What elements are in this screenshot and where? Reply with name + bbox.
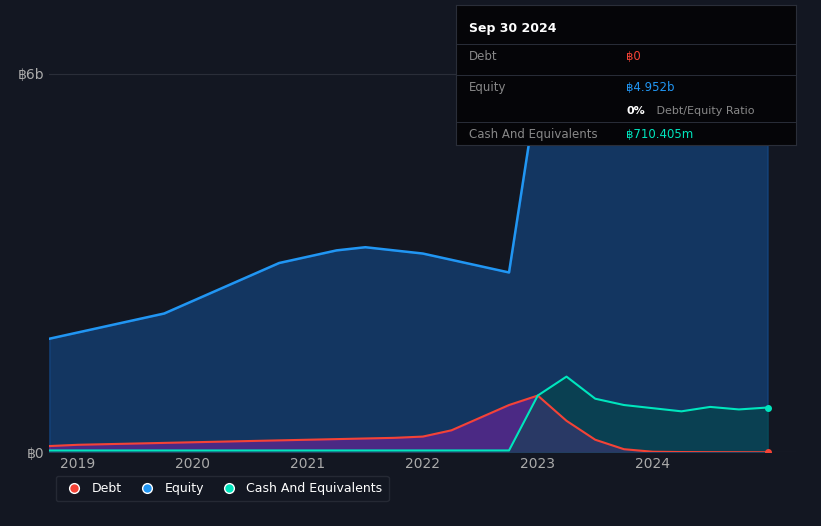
Text: ฿710.405m: ฿710.405m (626, 128, 693, 141)
Text: ฿4.952b: ฿4.952b (626, 80, 675, 94)
Text: Debt: Debt (470, 50, 498, 63)
Text: Equity: Equity (470, 80, 507, 94)
Legend: Debt, Equity, Cash And Equivalents: Debt, Equity, Cash And Equivalents (56, 476, 389, 501)
Text: Cash And Equivalents: Cash And Equivalents (470, 128, 598, 141)
Text: Sep 30 2024: Sep 30 2024 (470, 22, 557, 35)
Text: ฿0: ฿0 (626, 50, 640, 63)
Text: 0%: 0% (626, 106, 644, 116)
Text: Debt/Equity Ratio: Debt/Equity Ratio (654, 106, 754, 116)
